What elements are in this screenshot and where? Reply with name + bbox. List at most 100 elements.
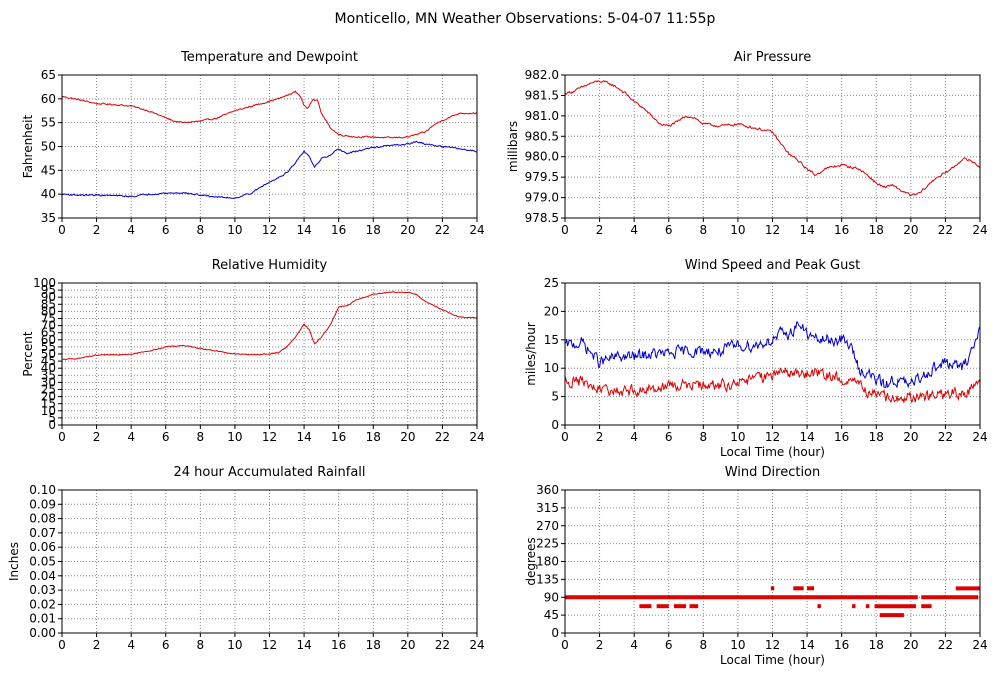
y-tick-label: 35 bbox=[41, 211, 56, 225]
x-tick-label: 18 bbox=[869, 223, 884, 237]
x-tick-label: 2 bbox=[93, 638, 101, 652]
x-tick-label: 22 bbox=[938, 430, 953, 444]
x-tick-label: 22 bbox=[435, 223, 450, 237]
y-tick-label: 90 bbox=[544, 590, 559, 604]
y-tick-label: 0 bbox=[551, 418, 559, 432]
y-tick-label: 0 bbox=[48, 418, 56, 432]
y-axis-label: Percent bbox=[21, 331, 35, 376]
y-tick-label: 979.5 bbox=[525, 170, 559, 184]
y-tick-label: 0.02 bbox=[29, 597, 56, 611]
x-tick-label: 0 bbox=[561, 223, 569, 237]
x-tick-label: 2 bbox=[596, 430, 604, 444]
x-tick-label: 14 bbox=[296, 638, 311, 652]
y-axis-label: degrees bbox=[524, 537, 538, 585]
plot-area bbox=[61, 90, 478, 199]
plot-frame bbox=[61, 74, 478, 219]
plot-frame bbox=[564, 282, 981, 426]
x-tick-label: 24 bbox=[469, 223, 484, 237]
y-tick-label: 0.10 bbox=[29, 483, 56, 497]
plot-frame bbox=[61, 489, 478, 634]
y-tick-label: 45 bbox=[41, 163, 56, 177]
y-tick-label: 180 bbox=[536, 555, 559, 569]
plot-area bbox=[564, 321, 981, 404]
y-tick-label: 50 bbox=[41, 347, 56, 361]
y-tick-label: 5 bbox=[551, 390, 559, 404]
y-tick-label: 30 bbox=[41, 375, 56, 389]
x-tick-label: 8 bbox=[197, 223, 205, 237]
x-tick-label: 12 bbox=[262, 430, 277, 444]
y-axis-label: Inches bbox=[7, 542, 21, 581]
x-tick-label: 14 bbox=[799, 223, 814, 237]
x-tick-label: 24 bbox=[972, 638, 987, 652]
x-tick-label: 18 bbox=[869, 430, 884, 444]
page-title: Monticello, MN Weather Observations: 5-0… bbox=[335, 11, 716, 27]
y-tick-label: 0.03 bbox=[29, 583, 56, 597]
x-tick-label: 12 bbox=[765, 430, 780, 444]
x-tick-label: 2 bbox=[596, 223, 604, 237]
y-tick-label: 95 bbox=[41, 283, 56, 297]
y-tick-label: 0.08 bbox=[29, 512, 56, 526]
x-tick-label: 24 bbox=[972, 430, 987, 444]
x-tick-label: 16 bbox=[834, 223, 849, 237]
y-tick-label: 25 bbox=[41, 383, 56, 397]
x-tick-label: 2 bbox=[93, 223, 101, 237]
x-tick-label: 4 bbox=[630, 430, 638, 444]
y-tick-label: 80 bbox=[41, 304, 56, 318]
y-tick-label: 315 bbox=[536, 501, 559, 515]
chart-title: Temperature and Dewpoint bbox=[180, 50, 358, 65]
x-tick-label: 16 bbox=[331, 223, 346, 237]
x-tick-label: 0 bbox=[58, 223, 66, 237]
y-tick-label: 65 bbox=[41, 326, 56, 340]
y-tick-label: 75 bbox=[41, 312, 56, 326]
x-tick-label: 8 bbox=[197, 638, 205, 652]
y-tick-label: 980.0 bbox=[525, 150, 559, 164]
x-tick-label: 14 bbox=[799, 638, 814, 652]
grid bbox=[62, 283, 477, 425]
x-tick-label: 20 bbox=[903, 430, 918, 444]
y-tick-label: 55 bbox=[41, 340, 56, 354]
y-tick-label: 5 bbox=[48, 411, 56, 425]
y-tick-label: 70 bbox=[41, 319, 56, 333]
y-tick-label: 55 bbox=[41, 116, 56, 130]
x-tick-label: 22 bbox=[938, 223, 953, 237]
x-tick-label: 0 bbox=[58, 430, 66, 444]
y-tick-label: 10 bbox=[544, 361, 559, 375]
x-tick-label: 12 bbox=[765, 223, 780, 237]
y-axis-label: Fahrenheit bbox=[21, 114, 35, 178]
x-tick-label: 12 bbox=[262, 223, 277, 237]
y-tick-label: 981.5 bbox=[525, 88, 559, 102]
y-tick-label: 90 bbox=[41, 290, 56, 304]
y-tick-label: 0.07 bbox=[29, 526, 56, 540]
x-tick-label: 8 bbox=[700, 430, 708, 444]
x-tick-label: 6 bbox=[162, 430, 170, 444]
x-tick-label: 22 bbox=[435, 638, 450, 652]
plot-frame bbox=[61, 282, 478, 426]
series-line-red bbox=[564, 80, 981, 197]
y-tick-label: 50 bbox=[41, 140, 56, 154]
x-tick-label: 16 bbox=[834, 638, 849, 652]
x-tick-label: 0 bbox=[58, 638, 66, 652]
x-tick-label: 10 bbox=[730, 638, 745, 652]
x-tick-label: 4 bbox=[630, 638, 638, 652]
chart-title: 24 hour Accumulated Rainfall bbox=[173, 465, 365, 480]
y-tick-label: 20 bbox=[544, 304, 559, 318]
y-tick-label: 981.0 bbox=[525, 109, 559, 123]
x-tick-label: 20 bbox=[400, 638, 415, 652]
series-line-blue bbox=[61, 140, 478, 199]
x-tick-label: 20 bbox=[400, 430, 415, 444]
x-tick-label: 24 bbox=[469, 638, 484, 652]
y-tick-label: 978.5 bbox=[525, 211, 559, 225]
x-tick-label: 14 bbox=[799, 430, 814, 444]
x-axis-label: Local Time (hour) bbox=[720, 653, 825, 667]
chart-title: Relative Humidity bbox=[212, 258, 328, 273]
x-tick-label: 18 bbox=[869, 638, 884, 652]
y-tick-label: 0.05 bbox=[29, 555, 56, 569]
x-tick-label: 12 bbox=[262, 638, 277, 652]
x-tick-label: 4 bbox=[127, 638, 135, 652]
